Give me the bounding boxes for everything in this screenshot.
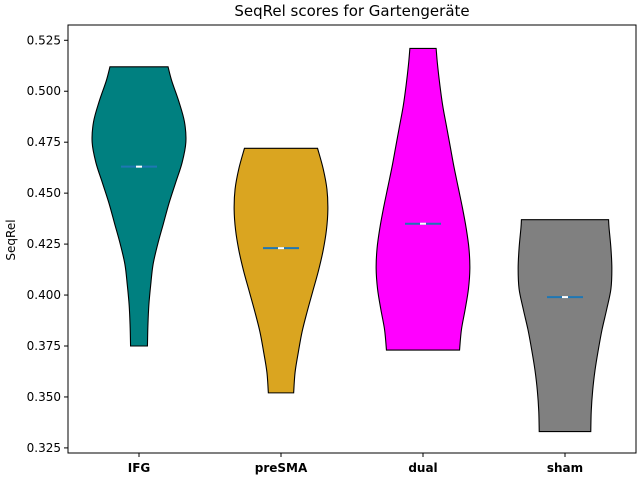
y-tick-label: 0.400 — [27, 288, 61, 302]
y-axis-label: SeqRel — [4, 219, 18, 260]
violin-IFG — [91, 66, 187, 347]
chart-title: SeqRel scores for Gartengeräte — [234, 2, 469, 20]
x-tick-label: sham — [547, 461, 583, 475]
y-tick-label: 0.350 — [27, 390, 61, 404]
x-axis-ticks: IFG preSMA dual sham — [128, 453, 583, 475]
y-tick-label: 0.425 — [27, 237, 61, 251]
y-tick-label: 0.525 — [27, 33, 61, 47]
x-tick-label: preSMA — [255, 461, 308, 475]
violin-preSMA — [233, 147, 329, 394]
plot-frame — [67, 24, 637, 454]
y-tick-label: 0.325 — [27, 441, 61, 455]
medians-group — [121, 165, 583, 299]
violin-dual — [375, 47, 471, 351]
violin-sham — [517, 219, 613, 433]
y-tick-label: 0.475 — [27, 135, 61, 149]
x-tick-label: dual — [408, 461, 437, 475]
x-tick-label: IFG — [128, 461, 151, 475]
y-axis-ticks: 0.325 0.350 0.375 0.400 0.425 0.450 0.475 0.500… — [27, 33, 68, 455]
y-tick-label: 0.375 — [27, 339, 61, 353]
y-tick-label: 0.450 — [27, 186, 61, 200]
violins-group — [91, 47, 613, 433]
y-tick-label: 0.500 — [27, 84, 61, 98]
